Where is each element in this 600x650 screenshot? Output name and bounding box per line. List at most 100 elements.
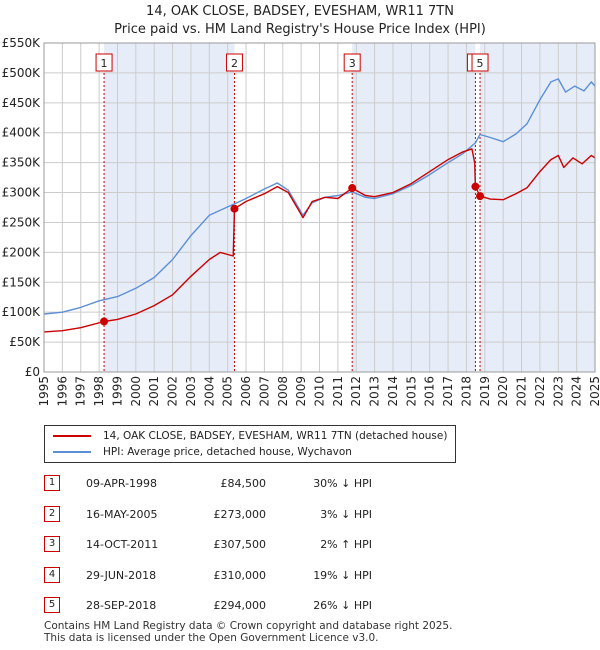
x-tick-label: 2005: [221, 376, 235, 407]
transaction-price: £273,000: [213, 508, 267, 521]
y-tick-label: £0: [25, 365, 40, 379]
y-tick-label: £100K: [2, 305, 42, 319]
legend: 14, OAK CLOSE, BADSEY, EVESHAM, WR11 7TN…: [44, 425, 456, 463]
y-tick-label: £500K: [2, 66, 42, 80]
x-tick-label: 2004: [202, 376, 216, 407]
transaction-hpi: 19% ↓ HPI: [313, 569, 372, 582]
sale-marker-label: 2: [231, 57, 238, 70]
legend-item-hpi: HPI: Average price, detached house, Wych…: [53, 444, 352, 460]
transaction-number: 5: [44, 597, 60, 613]
x-tick-label: 2008: [276, 376, 290, 407]
sale-marker-box: [225, 53, 243, 72]
table-row: 3 14-OCT-2011 £307,500 2% ↑ HPI: [0, 536, 600, 556]
transaction-date: 14-OCT-2011: [86, 538, 159, 551]
x-tick-label: 2015: [404, 376, 418, 407]
x-tick-label: 1995: [37, 376, 51, 407]
x-tick-label: 2001: [147, 376, 161, 407]
footer: Contains HM Land Registry data © Crown c…: [44, 620, 452, 644]
sale-point: [230, 204, 239, 213]
sale-point: [476, 192, 485, 201]
legend-swatch-property: [53, 435, 91, 437]
y-tick-label: £550K: [2, 36, 42, 50]
x-tick-label: 2017: [441, 376, 455, 407]
sale-marker-label: 5: [477, 57, 484, 70]
transaction-number: 3: [44, 536, 60, 552]
x-tick-label: 2021: [515, 376, 529, 407]
x-tick-label: 2023: [551, 376, 565, 407]
transaction-date: 28-SEP-2018: [86, 599, 157, 612]
ownership-band: [104, 43, 235, 372]
sale-marker-label: 1: [101, 57, 108, 70]
transaction-price: £294,000: [213, 599, 267, 612]
x-tick-label: 1996: [55, 376, 69, 407]
y-tick-label: £350K: [2, 156, 42, 170]
x-tick-label: 2011: [331, 376, 345, 407]
x-tick-label: 2002: [166, 376, 180, 407]
transaction-price: £84,500: [220, 477, 267, 490]
legend-label-property: 14, OAK CLOSE, BADSEY, EVESHAM, WR11 7TN…: [103, 430, 448, 442]
x-tick-label: 1997: [74, 376, 88, 407]
transaction-date: 09-APR-1998: [86, 477, 158, 490]
sale-marker-box: [95, 53, 113, 72]
transaction-date: 29-JUN-2018: [86, 569, 157, 582]
table-row: 4 29-JUN-2018 £310,000 19% ↓ HPI: [0, 567, 600, 587]
table-row: 5 28-SEP-2018 £294,000 26% ↓ HPI: [0, 597, 600, 617]
transaction-price: £307,500: [213, 538, 267, 551]
footer-copyright: Contains HM Land Registry data © Crown c…: [44, 620, 453, 632]
legend-item-property: 14, OAK CLOSE, BADSEY, EVESHAM, WR11 7TN…: [53, 428, 447, 444]
hpi-line: [43, 78, 596, 315]
sale-point: [100, 317, 109, 326]
y-tick-label: £250K: [2, 215, 42, 229]
x-tick-label: 1999: [110, 376, 124, 407]
sale-point: [348, 184, 357, 193]
plot-border: [43, 42, 596, 373]
transaction-hpi: 2% ↑ HPI: [320, 538, 372, 551]
x-tick-label: 2024: [570, 376, 584, 407]
x-tick-label: 2003: [184, 376, 198, 407]
x-tick-label: 2018: [459, 376, 473, 407]
x-tick-label: 2006: [239, 376, 253, 407]
sale-point: [471, 182, 480, 191]
x-tick-label: 2000: [129, 376, 143, 407]
transaction-hpi: 30% ↓ HPI: [313, 477, 372, 490]
x-tick-label: 2007: [257, 376, 271, 407]
x-tick-label: 2020: [496, 376, 510, 407]
y-tick-label: £300K: [2, 186, 42, 200]
legend-swatch-hpi: [53, 451, 91, 453]
chart-subtitle: Price paid vs. HM Land Registry's House …: [114, 22, 486, 37]
x-tick-label: 1998: [92, 376, 106, 407]
x-tick-label: 2019: [478, 376, 492, 407]
y-tick-label: £200K: [2, 245, 42, 259]
sale-marker-box: [471, 53, 489, 72]
price-chart: £0 £50K £100K £150K £200K £250K £300K £350K £400…: [2, 36, 600, 407]
x-tick-label: 2016: [423, 376, 437, 407]
transaction-date: 16-MAY-2005: [86, 508, 158, 521]
x-tick-label: 2010: [313, 376, 327, 407]
transaction-hpi: 3% ↓ HPI: [320, 508, 372, 521]
x-tick-label: 2012: [349, 376, 363, 407]
x-tick-label: 2022: [533, 376, 547, 407]
footer-license: This data is licensed under the Open Gov…: [44, 632, 379, 644]
ownership-band: [352, 43, 476, 372]
legend-label-hpi: HPI: Average price, detached house, Wych…: [103, 446, 352, 458]
y-tick-label: £150K: [2, 275, 42, 289]
transaction-number: 4: [44, 567, 60, 583]
transaction-hpi: 26% ↓ HPI: [313, 599, 372, 612]
x-tick-label: 2025: [588, 376, 600, 407]
y-tick-label: £450K: [2, 96, 42, 110]
y-tick-label: £400K: [2, 126, 42, 140]
x-tick-label: 2009: [294, 376, 308, 407]
chart-title: 14, OAK CLOSE, BADSEY, EVESHAM, WR11 7TN: [146, 4, 454, 19]
property-price-line: [43, 148, 596, 333]
sale-marker-box: [343, 53, 361, 72]
y-tick-label: £50K: [9, 335, 41, 349]
sale-marker-label: 3: [349, 57, 356, 70]
transaction-number: 1: [44, 475, 60, 491]
transaction-price: £310,000: [213, 569, 267, 582]
transaction-number: 2: [44, 506, 60, 522]
table-row: 2 16-MAY-2005 £273,000 3% ↓ HPI: [0, 506, 600, 526]
x-tick-label: 2014: [386, 376, 400, 407]
x-tick-label: 2013: [368, 376, 382, 407]
ownership-band: [480, 43, 595, 372]
table-row: 1 09-APR-1998 £84,500 30% ↓ HPI: [0, 475, 600, 495]
